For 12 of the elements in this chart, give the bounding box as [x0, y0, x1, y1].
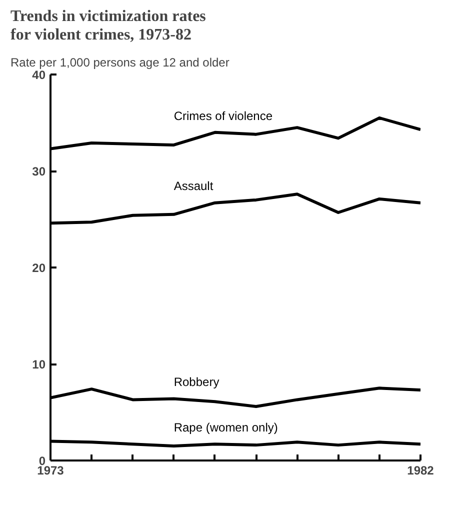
y-tick-label: 20 — [32, 261, 46, 275]
series-label: Assault — [174, 179, 214, 194]
y-tick-label: 30 — [32, 164, 46, 178]
series-label: Crimes of violence — [174, 108, 273, 123]
series-label: Robbery — [174, 375, 220, 390]
y-axis-title: Rate per 1,000 persons age 12 and older — [10, 56, 230, 70]
x-tick-label: 1973 — [37, 464, 64, 478]
y-tick-label: 40 — [32, 68, 46, 82]
x-tick-label: 1982 — [407, 464, 434, 478]
chart-title: Trends in victimization rates for violent crimes, 1973-82 — [10, 8, 206, 44]
series-label: Rape (women only) — [174, 420, 278, 434]
y-tick-label: 10 — [32, 358, 46, 372]
